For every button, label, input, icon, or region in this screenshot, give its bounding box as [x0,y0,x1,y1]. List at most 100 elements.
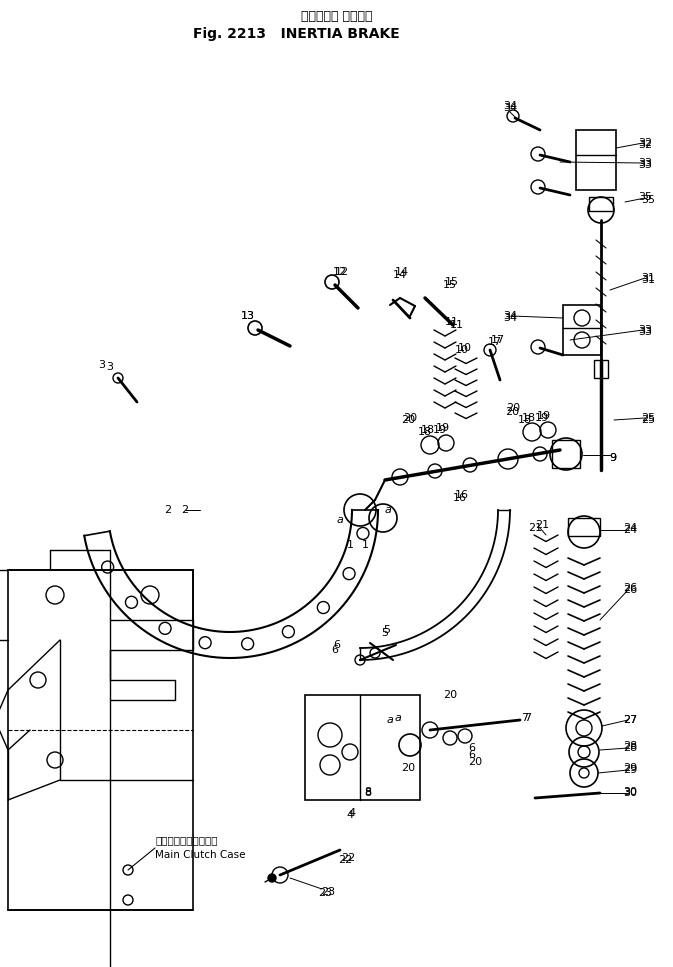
Text: 35: 35 [641,195,655,205]
Text: 34: 34 [503,103,517,113]
Text: 15: 15 [443,280,457,290]
Text: 11: 11 [450,320,464,330]
Text: 2: 2 [182,505,188,515]
Text: 20: 20 [506,403,520,413]
Text: Fig. 2213   INERTIA BRAKE: Fig. 2213 INERTIA BRAKE [192,27,400,41]
Text: 18: 18 [418,427,432,437]
Text: 32: 32 [638,138,652,148]
Text: 18: 18 [522,413,536,423]
Text: 19: 19 [535,413,549,423]
Text: 20: 20 [443,690,457,700]
Text: 33: 33 [638,158,652,168]
Text: 17: 17 [491,335,505,345]
Text: 25: 25 [641,413,655,423]
Bar [552,440,580,468]
Text: 16: 16 [453,493,467,503]
Text: 19: 19 [537,411,551,421]
Text: 13: 13 [241,311,255,321]
Text: Main Clutch Case: Main Clutch Case [155,850,246,860]
Text: 21: 21 [535,520,549,530]
Text: a: a [386,715,394,725]
Text: 33: 33 [638,160,652,170]
Text: 6: 6 [334,640,341,650]
Text: メインクラッチケース: メインクラッチケース [155,835,217,845]
Text: 9: 9 [610,453,616,463]
Text: 28: 28 [623,743,637,753]
Text: 19: 19 [433,425,447,435]
Bar [589,197,613,211]
Text: 23: 23 [318,888,332,898]
Text: 31: 31 [641,273,655,283]
Text: 34: 34 [503,311,517,321]
Circle shape [268,874,276,882]
Text: a: a [394,713,401,723]
Text: 12: 12 [335,267,349,277]
Text: 21: 21 [528,523,542,533]
Text: 23: 23 [321,887,335,897]
Text: 10: 10 [458,343,472,353]
Text: 30: 30 [623,788,637,798]
Text: a: a [336,515,343,525]
Text: 25: 25 [641,415,655,425]
Text: 14: 14 [393,270,407,280]
Text: 18: 18 [518,415,532,425]
Text: 19: 19 [436,423,450,433]
Text: 6: 6 [468,750,476,760]
Text: 29: 29 [623,765,637,775]
Text: 34: 34 [503,101,517,111]
Text: 26: 26 [623,585,637,595]
Text: イナーシャ ブレーキ: イナーシャ ブレーキ [301,10,372,23]
Text: 15: 15 [445,277,459,287]
Text: 24: 24 [623,525,637,535]
Text: 1: 1 [361,540,369,550]
Text: 33: 33 [638,327,652,337]
Text: 16: 16 [455,490,469,500]
Text: 4: 4 [347,810,353,820]
Text: 9: 9 [610,453,616,463]
Text: 17: 17 [488,337,502,347]
Text: 27: 27 [623,715,637,725]
Text: 1: 1 [347,540,353,550]
Text: 11: 11 [445,317,459,327]
Text: a: a [384,505,392,515]
Text: 18: 18 [421,425,435,435]
Text: 34: 34 [503,313,517,323]
Text: 28: 28 [623,741,637,751]
Bar [594,360,608,378]
Text: 2: 2 [164,505,172,515]
Text: 8: 8 [365,788,371,798]
Bar [8,570,193,910]
Bar [563,305,601,355]
Text: 7: 7 [524,713,532,723]
Text: 6: 6 [468,743,476,753]
Text: 20: 20 [401,763,415,773]
Text: 3: 3 [98,360,106,370]
Text: 31: 31 [641,275,655,285]
Bar [305,695,420,800]
Text: 22: 22 [341,853,355,863]
Text: 20: 20 [468,757,482,767]
Text: 14: 14 [395,267,409,277]
Text: 8: 8 [365,787,371,797]
Text: 7: 7 [522,713,528,723]
Text: 22: 22 [338,855,352,865]
Text: 20: 20 [401,415,415,425]
Text: 26: 26 [623,583,637,593]
Text: 10: 10 [455,345,469,355]
Text: 29: 29 [623,763,637,773]
Text: 20: 20 [505,407,519,417]
Text: 27: 27 [623,715,637,725]
Text: 5: 5 [384,625,390,635]
Text: 4: 4 [349,808,355,818]
Text: 13: 13 [241,311,255,321]
Bar [568,518,600,536]
Text: 32: 32 [638,140,652,150]
Bar [576,130,616,190]
Text: 12: 12 [333,267,347,277]
Text: 30: 30 [623,787,637,797]
Text: 35: 35 [638,192,652,202]
Text: 20: 20 [403,413,417,423]
Text: 5: 5 [382,628,388,638]
Text: 6: 6 [332,645,339,655]
Text: 33: 33 [638,325,652,335]
